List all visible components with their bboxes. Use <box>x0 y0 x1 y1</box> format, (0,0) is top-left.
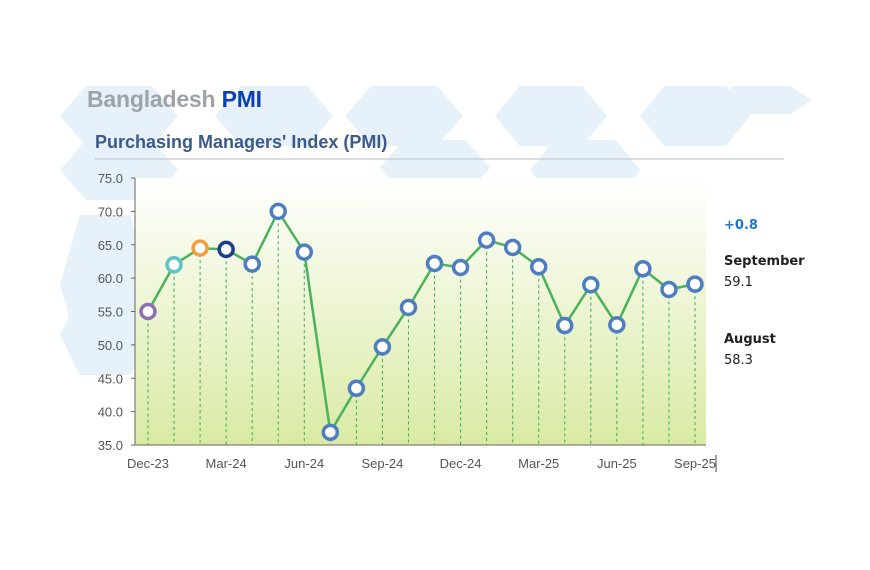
chart-axes <box>131 177 706 446</box>
data-point-jun-25 <box>608 316 626 334</box>
y-axis-tick-labels: 35.0 40.0 45.0 50.0 55.0 60.0 65.0 70.0 75.0 <box>98 171 123 453</box>
hexagon-decoration <box>712 86 812 114</box>
data-point-jul-24 <box>321 423 340 442</box>
hexagon-decoration <box>345 86 463 146</box>
data-point-jul-25 <box>634 260 652 278</box>
plot-area-background <box>135 178 706 445</box>
y-tick-label: 70.0 <box>98 204 123 219</box>
data-point-may-25 <box>582 276 600 294</box>
x-tick-label: Dec-24 <box>440 456 482 471</box>
data-point-dec-23 <box>139 302 157 321</box>
x-tick-label: Dec-23 <box>127 456 169 471</box>
pmi-change-value: +0.8 <box>724 218 758 233</box>
x-tick-label: Sep-24 <box>361 456 403 471</box>
hexagon-decoration <box>60 86 178 146</box>
data-point-feb-25 <box>503 238 522 257</box>
x-tick-label: Jun-24 <box>284 456 324 471</box>
data-point-feb-24 <box>191 239 209 257</box>
data-point-jan-25 <box>477 231 496 249</box>
current-month-value: 59.1 <box>724 275 753 290</box>
y-tick-label: 35.0 <box>98 438 123 453</box>
data-point-jan-24 <box>165 256 183 274</box>
data-point-jun-24 <box>295 243 314 261</box>
brand-title: Bangladesh PMI <box>87 86 262 113</box>
y-tick-label: 40.0 <box>98 405 123 420</box>
data-point-oct-24 <box>399 298 418 317</box>
data-point-aug-24 <box>347 379 366 398</box>
y-tick-label: 65.0 <box>98 238 123 253</box>
brand-country: Bangladesh <box>87 86 216 112</box>
x-tick-label: Sep-25 <box>674 456 716 471</box>
chart-title: Purchasing Managers' Index (PMI) <box>95 132 388 152</box>
data-point-apr-25 <box>556 316 574 335</box>
data-point-apr-24 <box>243 255 261 273</box>
pmi-data-points <box>139 202 704 442</box>
x-tick-label: Mar-25 <box>518 456 559 471</box>
data-point-nov-24 <box>425 254 444 273</box>
y-tick-label: 60.0 <box>98 271 123 286</box>
y-tick-label: 75.0 <box>98 171 123 186</box>
hexagon-decoration <box>495 86 607 146</box>
data-point-sep-24 <box>373 338 392 356</box>
x-tick-label: Mar-24 <box>206 456 247 471</box>
previous-month-label: August <box>724 332 776 347</box>
previous-month-value: 58.3 <box>724 353 753 368</box>
brand-pmi: PMI <box>221 86 262 112</box>
data-point-mar-24 <box>217 240 235 259</box>
y-tick-label: 50.0 <box>98 338 123 353</box>
data-point-dec-24 <box>451 258 470 277</box>
x-axis-tick-labels: Dec-23 Mar-24 Jun-24 Sep-24 Dec-24 Mar-25 Jun-… <box>127 455 717 472</box>
data-point-mar-25 <box>529 258 548 276</box>
data-point-aug-25 <box>660 280 678 299</box>
y-tick-label: 45.0 <box>98 371 123 386</box>
data-point-may-24 <box>269 202 287 221</box>
data-point-sep-25 <box>686 275 704 293</box>
current-month-label: September <box>724 254 805 269</box>
x-tick-label: Jun-25 <box>597 456 637 471</box>
hexagon-decoration <box>60 295 150 375</box>
y-tick-label: 55.0 <box>98 305 123 320</box>
pmi-series-line <box>146 208 696 437</box>
pmi-line-chart: 35.0 40.0 45.0 50.0 55.0 60.0 65.0 70.0 75.0 Dec… <box>98 171 717 472</box>
hexagon-decoration <box>215 86 333 146</box>
drop-lines <box>147 211 696 445</box>
